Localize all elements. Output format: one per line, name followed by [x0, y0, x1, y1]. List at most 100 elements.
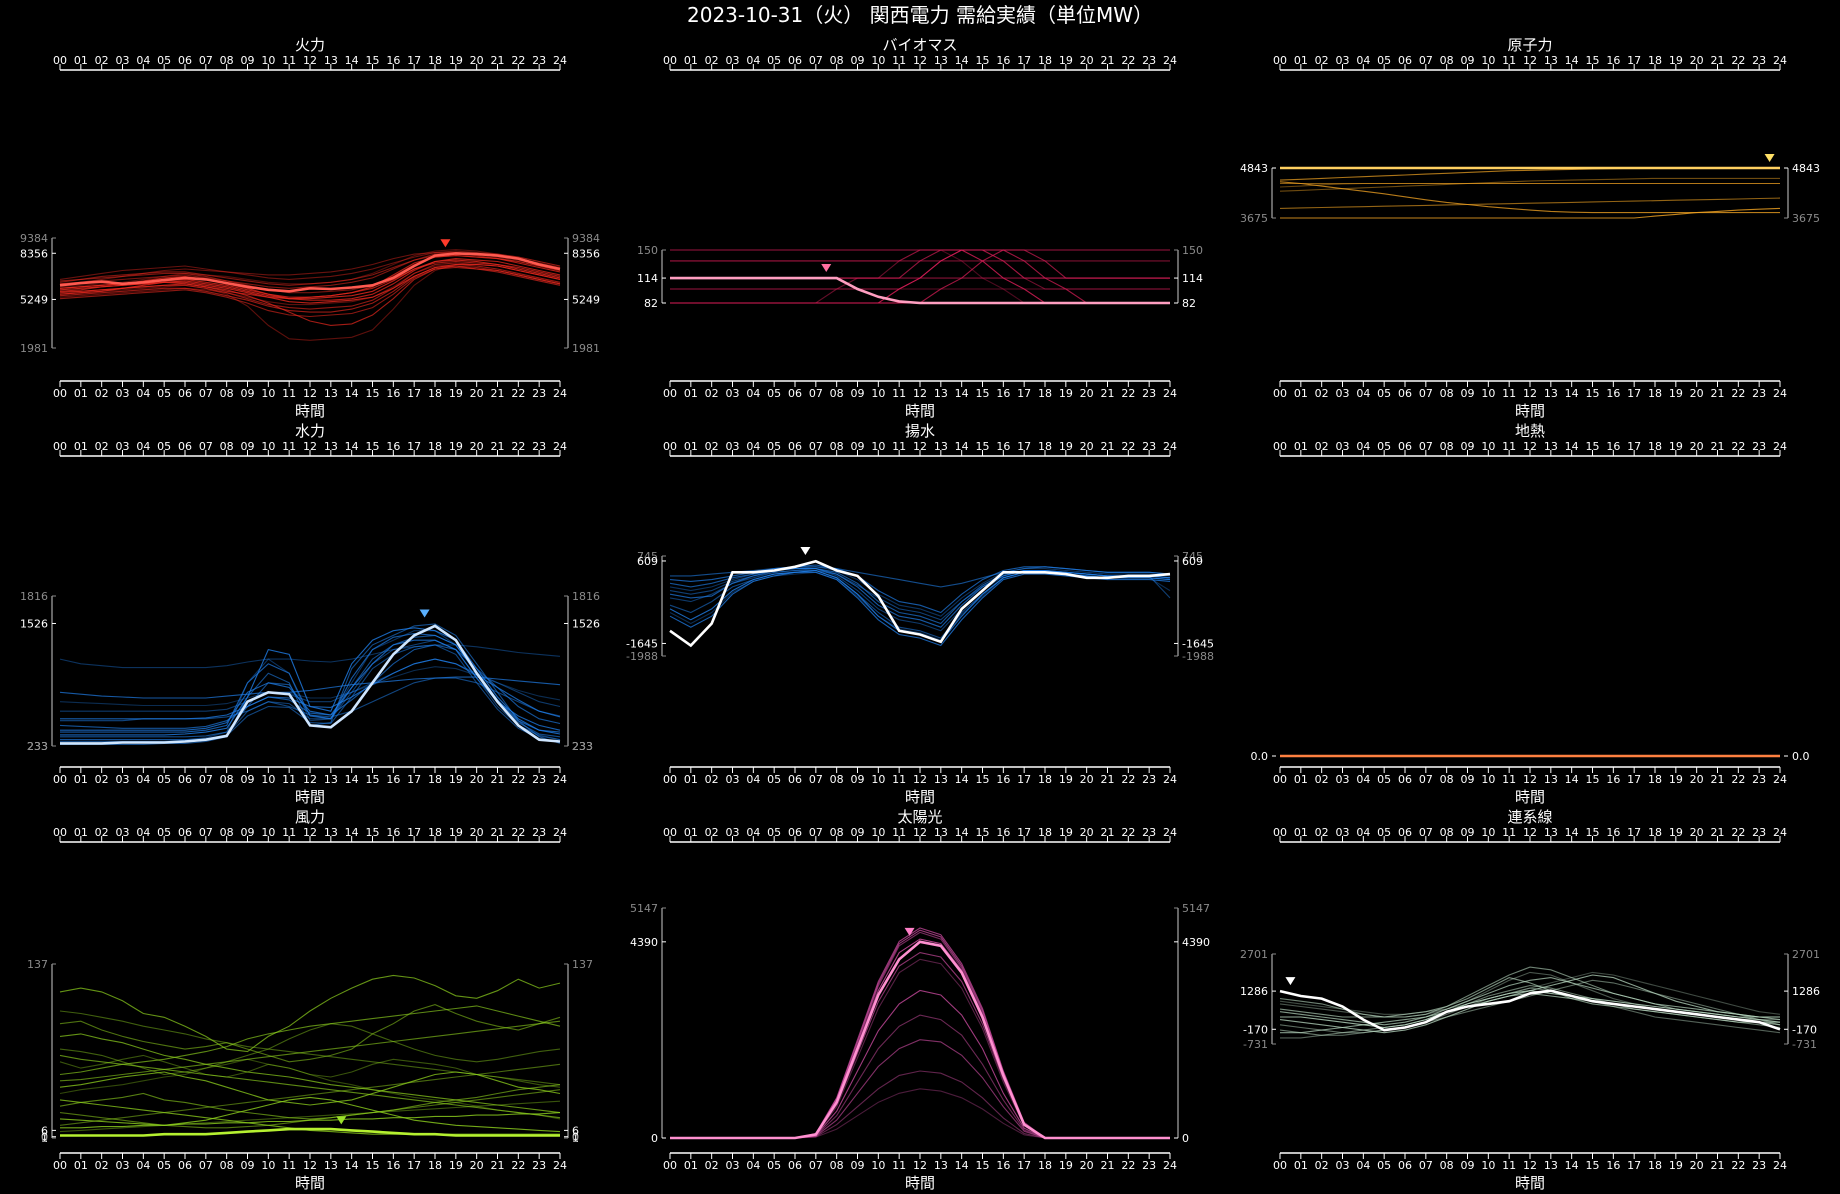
top-axis-tick-label: 17	[407, 826, 421, 839]
top-axis-tick-label: 04	[746, 440, 760, 453]
y-tick-label: 0	[651, 1132, 658, 1145]
top-axis-tick-label: 08	[220, 54, 234, 67]
top-axis-tick-label: 16	[386, 826, 400, 839]
bottom-axis-tick-label: 04	[136, 387, 150, 400]
top-axis-tick-label: 22	[1121, 54, 1135, 67]
series-line-today	[60, 1127, 560, 1137]
top-axis-tick-label: 06	[788, 826, 802, 839]
top-axis-tick-label: 12	[303, 54, 317, 67]
bottom-axis-tick-label: 17	[407, 1159, 421, 1172]
top-axis-tick-label: 05	[157, 54, 171, 67]
series-line	[670, 249, 1170, 304]
top-axis-tick-label: 20	[1080, 440, 1094, 453]
top-axis-tick-label: 02	[95, 54, 109, 67]
x-axis-label: 時間	[1515, 788, 1545, 806]
peak-marker	[821, 264, 832, 273]
bottom-axis-tick-label: 09	[851, 1159, 865, 1172]
top-axis-tick-label: 19	[1059, 440, 1073, 453]
top-axis-tick-label: 03	[116, 440, 130, 453]
bottom-axis-tick-label: 15	[976, 1159, 990, 1172]
top-axis-tick-label: 01	[1294, 440, 1308, 453]
top-axis-tick-label: 04	[136, 54, 150, 67]
y-tick-label: 1816	[572, 590, 600, 603]
top-axis-tick-label: 05	[157, 826, 171, 839]
top-axis-tick-label: 23	[532, 826, 546, 839]
bottom-axis-tick-label: 20	[1080, 387, 1094, 400]
bottom-axis-tick-label: 22	[1121, 387, 1135, 400]
bottom-axis-tick-label: 12	[913, 773, 927, 786]
bottom-axis-tick-label: 00	[663, 387, 677, 400]
bottom-axis-tick-label: 00	[53, 773, 67, 786]
series-line	[59, 265, 561, 318]
top-axis-tick-label: 05	[767, 440, 781, 453]
top-axis-tick-label: 12	[303, 440, 317, 453]
series-line	[670, 989, 1170, 1139]
top-axis-tick-label: 18	[1648, 826, 1662, 839]
bottom-axis-tick-label: 14	[1565, 387, 1579, 400]
y-tick-label: 0	[572, 1132, 579, 1145]
bottom-axis-tick-label: 16	[386, 387, 400, 400]
bottom-axis-tick-label: 19	[1059, 387, 1073, 400]
bottom-axis-tick-label: 19	[1669, 773, 1683, 786]
top-axis-tick-label: 12	[1523, 440, 1537, 453]
y-tick-label: 5147	[1182, 902, 1210, 915]
top-axis-tick-label: 06	[1398, 826, 1412, 839]
bottom-axis-tick-label: 11	[282, 773, 296, 786]
bottom-axis-tick-label: 23	[532, 387, 546, 400]
panel-biomass: バイオマス 00 01 02 03 04 05 06 07 08 09 10 11 12 13 14 15 16 1…	[637, 36, 1203, 420]
top-axis-tick-label: 22	[1121, 826, 1135, 839]
series-line	[59, 1005, 561, 1076]
top-axis-tick-label: 19	[1669, 54, 1683, 67]
bottom-axis-tick-label: 01	[684, 387, 698, 400]
top-axis-tick-label: 22	[1731, 440, 1745, 453]
bottom-axis-tick-label: 10	[261, 387, 275, 400]
y-tick-label: 9384	[20, 232, 48, 245]
top-axis-tick-label: 24	[1773, 826, 1787, 839]
bottom-axis-tick-label: 19	[1669, 387, 1683, 400]
bottom-axis-tick-label: 24	[1163, 387, 1177, 400]
bottom-axis-tick-label: 05	[157, 387, 171, 400]
bottom-axis-tick-label: 14	[955, 1159, 969, 1172]
top-axis-tick-label: 23	[1142, 54, 1156, 67]
top-axis-tick-label: 14	[345, 826, 359, 839]
series-line	[1279, 182, 1780, 188]
bottom-axis-tick-label: 21	[1101, 773, 1115, 786]
bottom-axis-tick-label: 23	[532, 1159, 546, 1172]
top-axis-tick-label: 23	[532, 54, 546, 67]
y-tick-label: 5249	[572, 293, 600, 306]
y-tick-label: 6	[572, 1124, 579, 1137]
top-axis-tick-label: 17	[1627, 54, 1641, 67]
y-tick-label: -170	[1792, 1023, 1817, 1036]
bottom-axis-tick-label: 03	[726, 773, 740, 786]
top-axis-tick-label: 01	[74, 440, 88, 453]
y-tick-label: 9384	[572, 232, 600, 245]
bottom-axis-tick-label: 04	[746, 1159, 760, 1172]
bottom-axis-tick-label: 24	[1773, 387, 1787, 400]
series-line	[59, 263, 561, 341]
bottom-axis-tick-label: 11	[892, 387, 906, 400]
series-line	[1279, 977, 1781, 1026]
y-tick-label: 1526	[572, 617, 600, 630]
series-line	[670, 1014, 1170, 1139]
bottom-axis-tick-label: 07	[199, 773, 213, 786]
panel-geothermal: 地熱 00 01 02 03 04 05 06 07 08 09 10 11 12 13 14 15 16 17 18…	[1251, 422, 1810, 806]
panel-thermal: 火力 00 01 02 03 04 05 06 07 08 09 10 11 12 13 14 15 16 17 18…	[20, 36, 600, 420]
series-line	[670, 952, 1170, 1139]
top-axis-tick-label: 07	[1419, 440, 1433, 453]
series-line	[60, 1112, 561, 1129]
panel-title: 風力	[295, 808, 325, 826]
top-axis-tick-label: 04	[1356, 826, 1370, 839]
bottom-axis-tick-label: 06	[178, 1159, 192, 1172]
bottom-axis-tick-label: 09	[851, 387, 865, 400]
bottom-axis-tick-label: 11	[1502, 773, 1516, 786]
bottom-axis-tick-label: 10	[1481, 1159, 1495, 1172]
series-line	[1279, 971, 1781, 1015]
top-axis-tick-label: 11	[892, 826, 906, 839]
bottom-axis-tick-label: 22	[511, 773, 525, 786]
top-axis-tick-label: 22	[1731, 826, 1745, 839]
bottom-axis-tick-label: 18	[428, 387, 442, 400]
top-axis-tick-label: 00	[663, 440, 677, 453]
bottom-axis-tick-label: 21	[1101, 1159, 1115, 1172]
bottom-axis-tick-label: 11	[892, 773, 906, 786]
main-title: 2023-10-31（火） 関西電力 需給実績（単位MW）	[687, 3, 1153, 27]
